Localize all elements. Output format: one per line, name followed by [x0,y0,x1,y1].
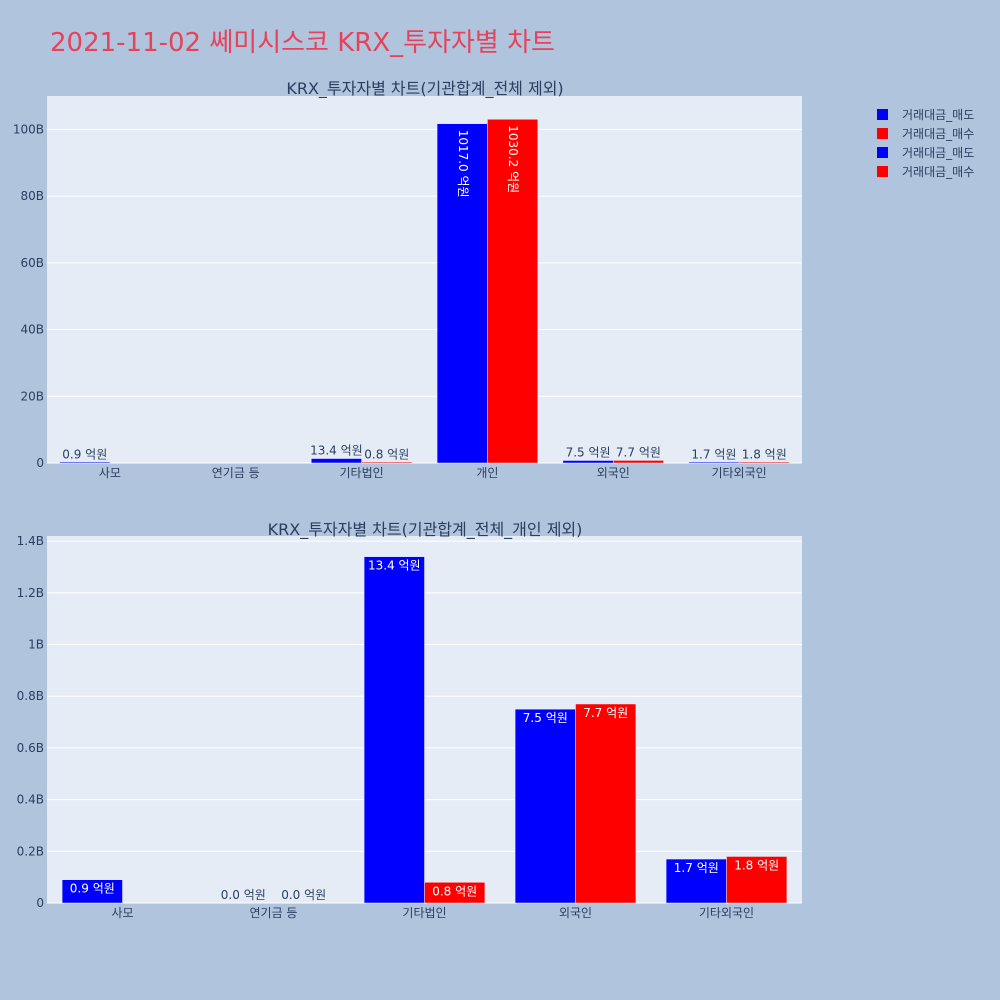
chart-bottom: 0 0.2B 0.4B 0.6B 0.8B 1B 1.2B 1.4B KRX_투자자별 차트(기… [17,520,802,920]
legend-label[interactable]: 거래대금_매도 [902,146,974,160]
data-label: 7.7 억원 [583,706,628,720]
x-tick-label: 연기금 등 [212,466,260,480]
data-label: 1.8 억원 [742,447,787,461]
data-label: 7.7 억원 [616,445,661,459]
x-tick-label: 사모 [99,466,121,480]
legend-swatch[interactable] [877,166,888,177]
y-tick-label: 20B [20,389,44,403]
data-label: 1.7 억원 [674,861,719,875]
y-tick-label: 0 [36,896,44,910]
bar[interactable] [487,119,538,464]
data-label: 1030.2 억원 [506,125,520,193]
y-tick-label: 1.2B [17,586,44,600]
y-tick-label: 0.4B [17,793,44,807]
bar[interactable] [562,460,614,464]
y-tick-label: 80B [20,189,44,203]
bar[interactable] [361,461,413,464]
data-label: 7.5 억원 [566,445,611,459]
data-label: 1.8 억원 [734,858,779,872]
y-tick-label: 60B [20,256,44,270]
legend-swatch[interactable] [877,109,888,120]
bar[interactable] [665,858,727,904]
bar[interactable] [514,708,576,904]
x-tick-label: 기타법인 [402,906,446,920]
data-label: 0.9 억원 [70,882,115,896]
x-tick-label: 사모 [111,906,133,920]
legend-swatch[interactable] [877,128,888,139]
x-tick-label: 기타법인 [339,466,383,480]
bar[interactable] [575,703,637,904]
chart-title: KRX_투자자별 차트(기관합계_전체_개인 제외) [268,520,583,540]
data-label: 13.4 억원 [310,444,363,458]
data-label: 0.8 억원 [364,448,409,462]
bar[interactable] [424,882,486,904]
x-tick-label: 기타외국인 [699,906,754,920]
y-tick-label: 0 [36,456,44,470]
plot-area [47,96,802,463]
chart-top: 0 20B 40B 60B 80B 100B KRX_투자자별 차트(기관합계_전체 제외)… [13,79,802,480]
x-tick-label: 외국인 [597,466,630,480]
bar[interactable] [363,556,425,904]
y-tick-label: 0.2B [17,844,44,858]
bar[interactable] [688,461,740,464]
bar[interactable] [738,461,790,464]
bar[interactable] [311,458,362,464]
bar[interactable] [61,879,123,904]
data-label: 13.4 억원 [368,559,421,573]
chart-title: KRX_투자자별 차트(기관합계_전체 제외) [286,79,563,99]
bar[interactable] [726,856,788,904]
legend-label[interactable]: 거래대금_매수 [902,127,974,141]
legend-label[interactable]: 거래대금_매도 [902,108,974,122]
y-tick-label: 40B [20,323,44,337]
y-tick-label: 1.4B [17,534,44,548]
x-tick-label: 외국인 [559,906,592,920]
page-title: 2021-11-02 쎄미시스코 KRX_투자자별 차트 [50,28,555,58]
data-label: 1.7 억원 [691,447,736,461]
x-tick-label: 개인 [476,466,498,480]
data-label: 0.9 억원 [62,448,107,462]
y-tick-label: 0.8B [17,689,44,703]
legend-label[interactable]: 거래대금_매수 [902,165,974,179]
y-tick-label: 0.6B [17,741,44,755]
data-label: 7.5 억원 [523,711,568,725]
y-tick-label: 1B [28,638,44,652]
y-tick-label: 100B [13,122,44,136]
x-tick-label: 연기금 등 [250,906,298,920]
data-label: 0.8 억원 [432,884,477,898]
bar[interactable] [613,460,664,464]
data-label: 0.0 억원 [281,888,326,902]
data-label: 1017.0 억원 [456,130,470,198]
data-label: 0.0 억원 [221,888,266,902]
bar[interactable] [59,461,111,464]
legend-swatch[interactable] [877,147,888,158]
x-tick-label: 기타외국인 [711,466,766,480]
